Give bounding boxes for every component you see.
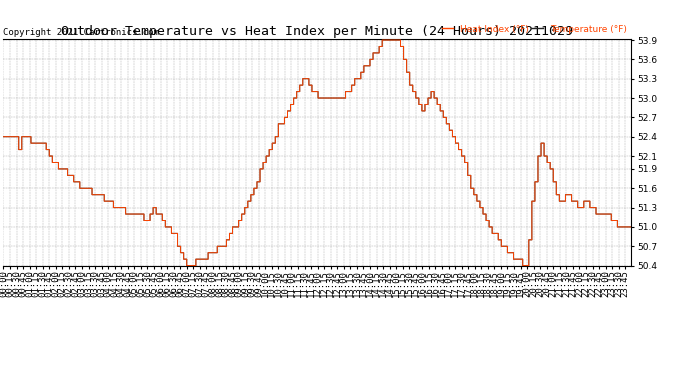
- Title: Outdoor Temperature vs Heat Index per Minute (24 Hours) 20211029: Outdoor Temperature vs Heat Index per Mi…: [61, 25, 573, 38]
- Legend: Heat Index (°F), Temperature (°F): Heat Index (°F), Temperature (°F): [439, 21, 631, 37]
- Text: Copyright 2021 Cartronics.com: Copyright 2021 Cartronics.com: [3, 28, 159, 37]
